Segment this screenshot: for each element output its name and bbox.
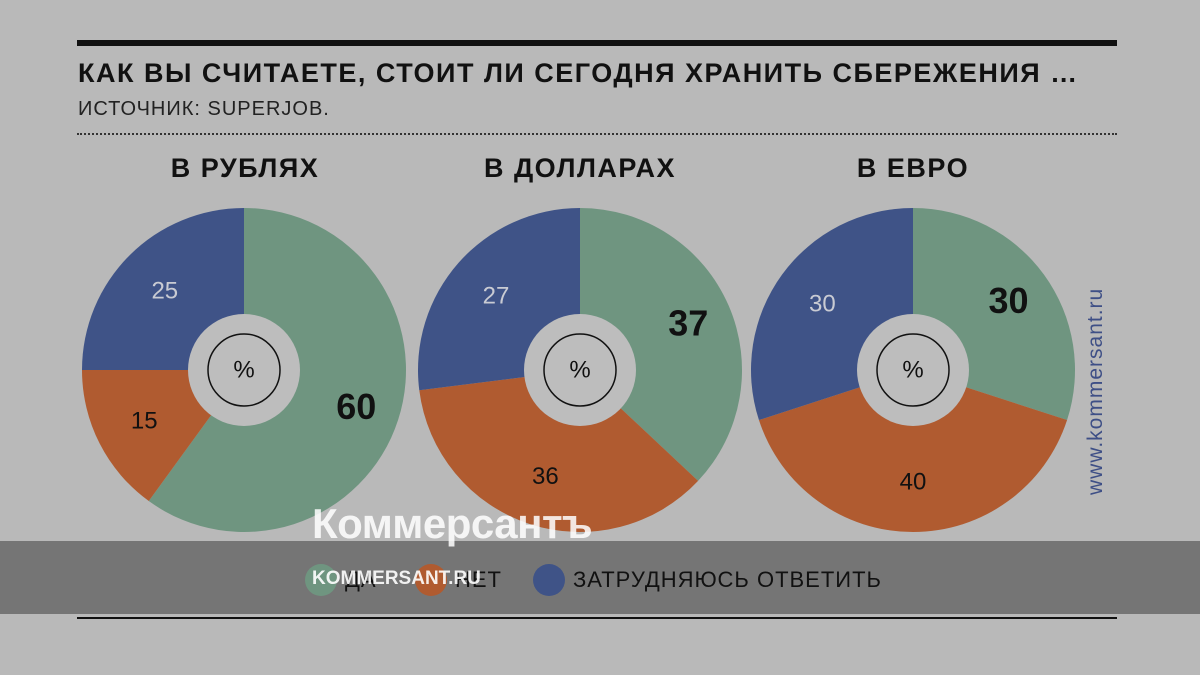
pie-slice-yes [580, 208, 742, 481]
pie-dollars: 37 36 27% [417, 208, 742, 532]
data-label-yes: 60 [336, 386, 376, 427]
percent-sign: % [233, 357, 254, 384]
legend-label-unsure: ЗАТРУДНЯЮСЬ ОТВЕТИТЬ [573, 567, 882, 592]
data-label-no: 36 [532, 463, 559, 490]
legend-swatch-yes [305, 564, 337, 596]
pie-euro: 30 40 30% [751, 207, 1076, 533]
legend-swatch-unsure [533, 564, 565, 596]
data-label-unsure: 27 [483, 282, 510, 309]
bottom-rule [77, 617, 1117, 619]
legend-item-unsure: ЗАТРУДНЯЮСЬ ОТВЕТИТЬ [533, 563, 882, 597]
data-label-yes: 37 [668, 303, 708, 344]
dotted-divider [77, 133, 1117, 135]
top-rule [77, 40, 1117, 46]
data-label-unsure: 30 [809, 291, 836, 318]
pie-title-dollars: В ДОЛЛАРАХ [483, 153, 677, 183]
chart-title: КАК ВЫ СЧИТАЕТЕ, СТОИТ ЛИ СЕГОДНЯ ХРАНИТ… [78, 58, 1079, 88]
kommersant-logo: Коммерсантъ [312, 500, 593, 547]
source-note: ИСТОЧНИК: SUPERJOB. [78, 98, 330, 120]
data-label-unsure: 25 [151, 277, 178, 304]
pie-title-euro: В ЕВРО [856, 153, 970, 183]
site-url: www.kommersant.ru [1084, 287, 1107, 495]
legend-label-no: НЕТ [455, 567, 502, 592]
percent-sign: % [902, 357, 923, 384]
percent-sign: % [569, 357, 590, 384]
data-label-no: 40 [900, 469, 927, 496]
watermark-url: KOMMERSANT.RU [312, 568, 481, 589]
percent-ring [876, 333, 950, 407]
legend-item-yes: ДА [305, 563, 377, 597]
percent-ring [207, 333, 281, 407]
pie-title-rubles: В РУБЛЯХ [170, 153, 320, 183]
data-label-no: 15 [131, 407, 158, 434]
pie-hole [524, 314, 636, 426]
legend-item-no: НЕТ [415, 563, 502, 597]
watermark-band [0, 541, 1200, 614]
percent-ring [543, 333, 617, 407]
pie-slice-no [419, 370, 699, 532]
pie-hole [857, 314, 969, 426]
pie-slice-unsure [82, 208, 244, 370]
legend-label-yes: ДА [345, 567, 377, 592]
legend-swatch-no [415, 564, 447, 596]
pie-hole [188, 314, 300, 426]
pie-rubles: 60 15 25% [82, 208, 406, 532]
pie-slice-no [758, 370, 1068, 533]
data-label-yes: 30 [988, 280, 1028, 321]
